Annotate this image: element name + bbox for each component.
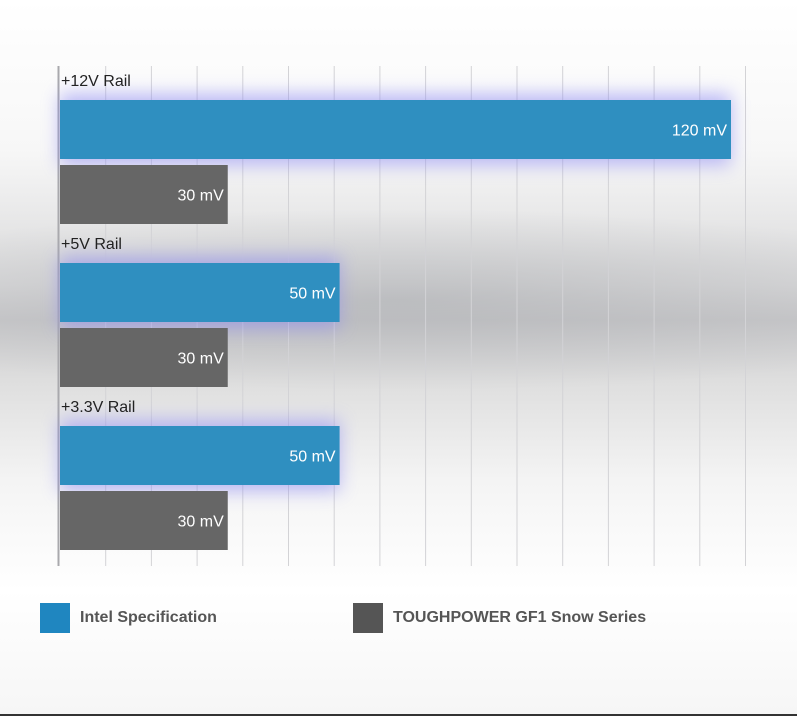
category-label: +12V Rail [61,73,131,90]
category-label: +3.3V Rail [61,399,135,416]
data-label: 30 mV [178,351,225,368]
legend-swatch-intel [40,603,70,633]
bar [60,426,340,485]
data-label: 50 mV [289,449,336,466]
data-label: 30 mV [178,514,225,531]
legend-item-toughpower: TOUGHPOWER GF1 Snow Series [353,603,646,633]
bar [60,100,731,159]
bar-chart-plot: +12V Rail 120 mV 30 mV +5V Rail 50 mV 30 mV +3… [57,66,746,566]
legend-label-intel: Intel Specification [80,609,217,626]
bar [60,491,228,550]
data-label: 120 mV [672,123,727,140]
bar [60,328,228,387]
bar [60,165,228,224]
data-label: 50 mV [289,286,336,303]
data-label: 30 mV [178,188,225,205]
bottom-border [0,714,797,716]
legend: Intel Specification TOUGHPOWER GF1 Snow … [40,603,780,633]
legend-item-intel-specification: Intel Specification [40,603,217,633]
legend-swatch-toughpower [353,603,383,633]
category-label: +5V Rail [61,236,122,253]
legend-label-toughpower: TOUGHPOWER GF1 Snow Series [393,609,647,626]
bar [60,263,340,322]
